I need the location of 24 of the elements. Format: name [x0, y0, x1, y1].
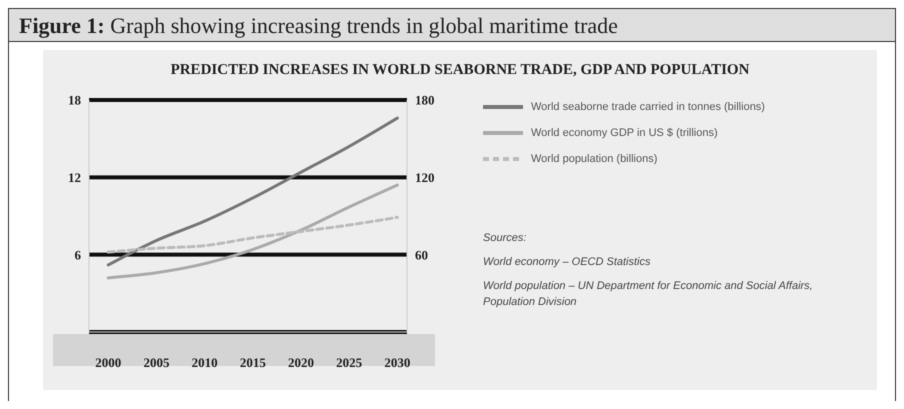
x-tick-label: 2020	[288, 355, 314, 370]
line-series	[106, 116, 399, 266]
y-tick-label: 18	[68, 92, 82, 108]
chart-title: Figure 1: Graph showing increasing trends in global maritime trade	[8, 8, 896, 42]
y2-tick-label: 60	[415, 247, 428, 262]
text: World population – UN Department for Economic and Social Affairs, Population Division	[483, 279, 814, 310]
line-series	[106, 184, 399, 280]
source-note: Sources:	[483, 231, 528, 246]
legend-label: World population (billions)	[531, 153, 658, 165]
x-tick-label: 2015	[240, 355, 266, 370]
text: PREDICTED INCREASES IN WORLD SEABORNE TRADE, GDP AND POPULATION	[170, 62, 750, 79]
text: World economy – OECD Statistics	[483, 255, 652, 270]
line-series	[106, 216, 399, 254]
y-tick-label: 12	[68, 170, 81, 185]
x-tick-label: 2000	[95, 355, 122, 370]
y2-tick-label: 120	[415, 170, 434, 185]
legend-label: World seaborne trade carried in tonnes (billions)	[531, 101, 765, 113]
x-tick-label: 2005	[143, 355, 170, 370]
x-tick-label: 2025	[336, 355, 363, 370]
x-tick-label: 2030	[384, 355, 410, 370]
y2-tick-label: 180	[415, 92, 434, 108]
y-tick-label: 6	[74, 247, 82, 262]
legend-label: World economy GDP in US $ (trillions)	[531, 127, 718, 139]
x-tick-label: 2010	[192, 355, 218, 370]
